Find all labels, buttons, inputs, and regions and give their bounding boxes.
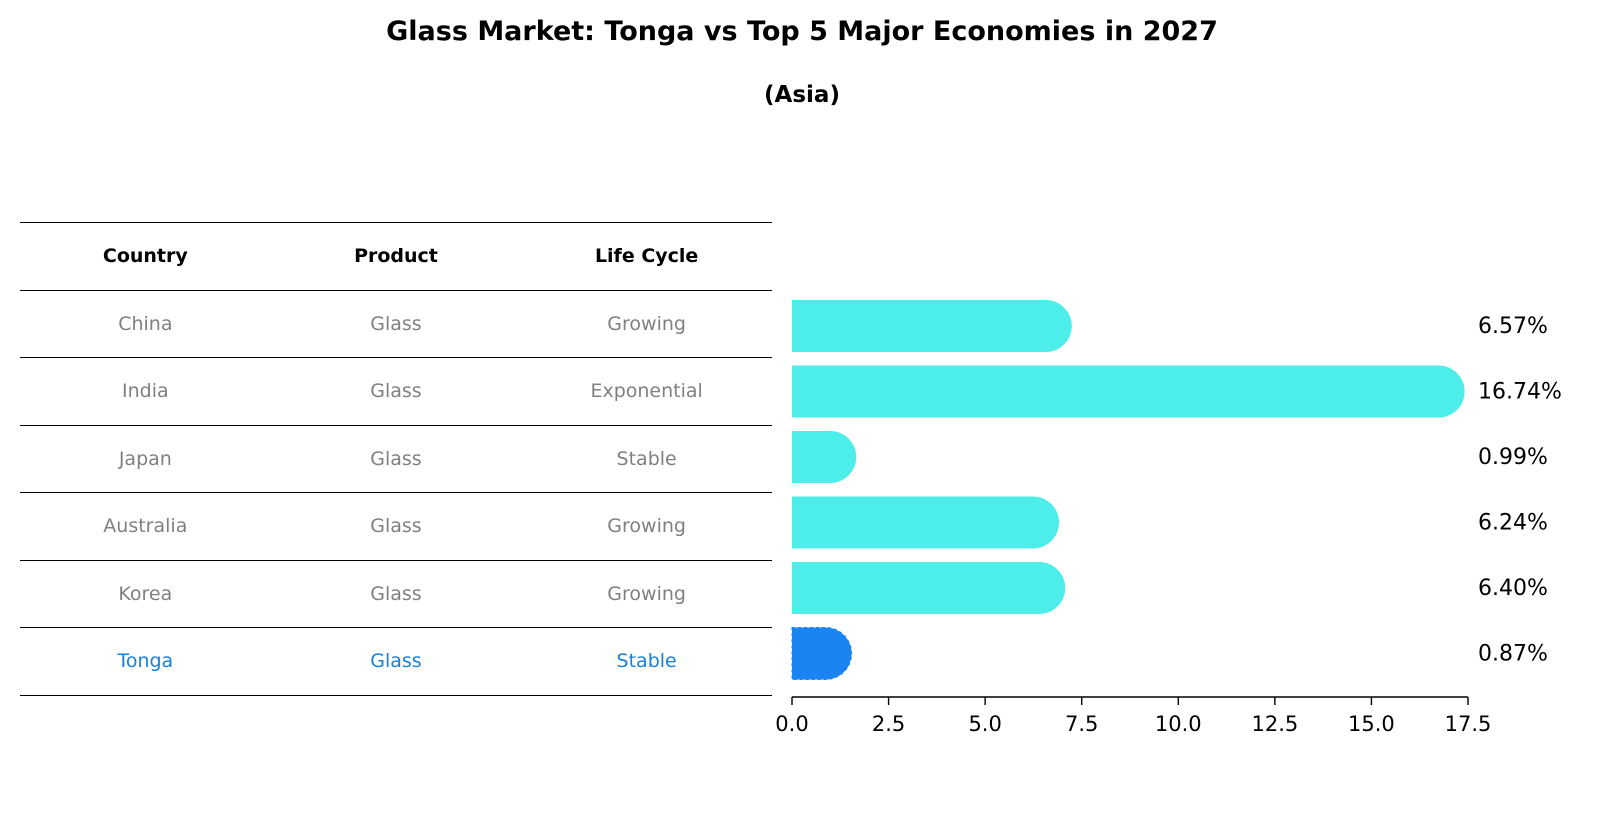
x-tick-label: 7.5 bbox=[1065, 712, 1098, 736]
cell-country: Tonga bbox=[117, 650, 174, 673]
cell-product: Glass bbox=[370, 515, 422, 538]
cell-country: India bbox=[122, 380, 169, 403]
bar-tonga bbox=[791, 627, 853, 680]
table-rule bbox=[20, 357, 772, 358]
value-label: 6.24% bbox=[1478, 511, 1548, 536]
cell-country: China bbox=[118, 312, 173, 335]
header-product: Product bbox=[354, 245, 438, 268]
table-top-rule bbox=[20, 222, 772, 223]
bar-korea bbox=[792, 562, 1066, 614]
value-label: 16.74% bbox=[1478, 380, 1562, 405]
bar-china bbox=[792, 300, 1072, 352]
cell-life-cycle: Growing bbox=[607, 515, 686, 538]
cell-life-cycle: Exponential bbox=[590, 380, 703, 403]
table-row: Japan Glass Stable bbox=[20, 426, 772, 493]
cell-product: Glass bbox=[370, 312, 422, 335]
cell-life-cycle: Stable bbox=[616, 447, 677, 470]
table-rule bbox=[20, 289, 772, 291]
header-country: Country bbox=[102, 245, 188, 268]
data-table: Country Product Life Cycle China Glass G… bbox=[20, 222, 772, 696]
chart-subtitle: (Asia) bbox=[764, 82, 840, 108]
x-tick-label: 2.5 bbox=[872, 712, 905, 736]
x-tick-label: 12.5 bbox=[1251, 712, 1298, 736]
cell-country: Australia bbox=[103, 515, 188, 538]
table-row-highlight: Tonga Glass Stable bbox=[20, 628, 772, 695]
table-row: Korea Glass Growing bbox=[20, 561, 772, 628]
cell-product: Glass bbox=[370, 650, 422, 673]
table-row: India Glass Exponential bbox=[20, 358, 772, 425]
cell-life-cycle: Stable bbox=[616, 650, 677, 673]
header-life-cycle: Life Cycle bbox=[594, 245, 699, 268]
table-bottom-rule bbox=[20, 694, 772, 696]
x-tick-label: 5.0 bbox=[968, 712, 1001, 736]
table-row: China Glass Growing bbox=[20, 291, 772, 358]
value-label: 6.40% bbox=[1478, 576, 1548, 601]
x-tick-label: 15.0 bbox=[1348, 712, 1395, 736]
x-tick-label: 10.0 bbox=[1155, 712, 1202, 736]
table-rule bbox=[20, 492, 772, 493]
cell-product: Glass bbox=[370, 582, 422, 605]
cell-product: Glass bbox=[370, 447, 422, 470]
value-label: 0.99% bbox=[1478, 445, 1548, 470]
cell-country: Korea bbox=[118, 582, 173, 605]
cell-life-cycle: Growing bbox=[607, 582, 686, 605]
chart-title: Glass Market: Tonga vs Top 5 Major Econo… bbox=[386, 16, 1218, 47]
bar-india bbox=[792, 365, 1465, 418]
table-row: Australia Glass Growing bbox=[20, 493, 772, 560]
table-rule bbox=[20, 627, 772, 628]
bar-australia bbox=[792, 496, 1060, 549]
bar-japan bbox=[792, 431, 857, 483]
cell-life-cycle: Growing bbox=[607, 312, 686, 335]
table-rule bbox=[20, 559, 772, 561]
table-header-row: Country Product Life Cycle bbox=[20, 223, 772, 290]
x-tick-label: 17.5 bbox=[1445, 712, 1492, 736]
cell-product: Glass bbox=[370, 380, 422, 403]
x-tick-label: 0.0 bbox=[775, 712, 808, 736]
table-rule bbox=[20, 424, 772, 426]
value-label: 0.87% bbox=[1478, 642, 1548, 667]
cell-country: Japan bbox=[118, 447, 172, 470]
value-label: 6.57% bbox=[1478, 314, 1548, 339]
